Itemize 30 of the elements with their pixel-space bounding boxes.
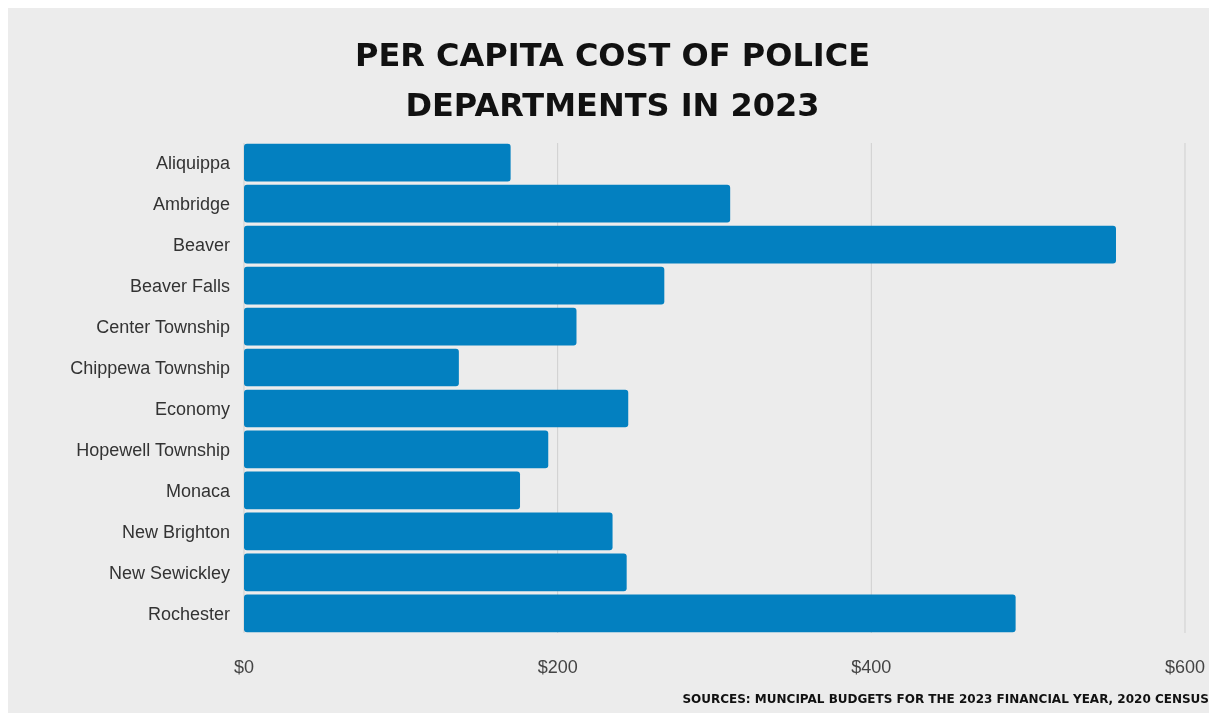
bar — [244, 348, 459, 387]
y-tick-label: Rochester — [147, 603, 230, 624]
bar — [244, 471, 521, 510]
y-tick-label: Beaver — [172, 234, 230, 255]
bar — [244, 553, 627, 592]
y-tick-label: Hopewell Township — [76, 439, 230, 460]
bar — [244, 184, 731, 223]
x-tick-label: $0 — [233, 657, 255, 677]
y-tick-label: Economy — [154, 398, 230, 419]
chart-title: PER CAPITA COST OF POLICE DEPARTMENTS IN 2023 — [354, 36, 871, 124]
source-note: SOURCES: MUNCIPAL BUDGETS FOR THE 2023 FINANCIAL YEAR, 2020 CENSUS — [682, 692, 1209, 706]
x-tick-label: $400 — [851, 657, 892, 677]
y-tick-label: New Brighton — [121, 521, 230, 542]
x-tick-label: $600 — [1164, 657, 1206, 677]
bar — [244, 143, 511, 182]
y-tick-label: New Sewickley — [108, 562, 230, 583]
y-tick-label: Beaver Falls — [129, 275, 230, 296]
x-tick-label: $200 — [537, 657, 578, 677]
bar — [244, 307, 577, 346]
y-tick-label: Aliquippa — [155, 152, 231, 173]
bar — [244, 594, 1016, 633]
y-tick-label: Chippewa Township — [70, 357, 230, 378]
bar — [244, 430, 549, 469]
bar — [244, 389, 629, 428]
bar — [244, 266, 665, 305]
bar — [244, 512, 613, 551]
bar — [244, 225, 1116, 264]
y-tick-label: Ambridge — [152, 193, 230, 214]
y-tick-label: Monaca — [165, 480, 231, 501]
y-tick-label: Center Township — [96, 316, 230, 337]
